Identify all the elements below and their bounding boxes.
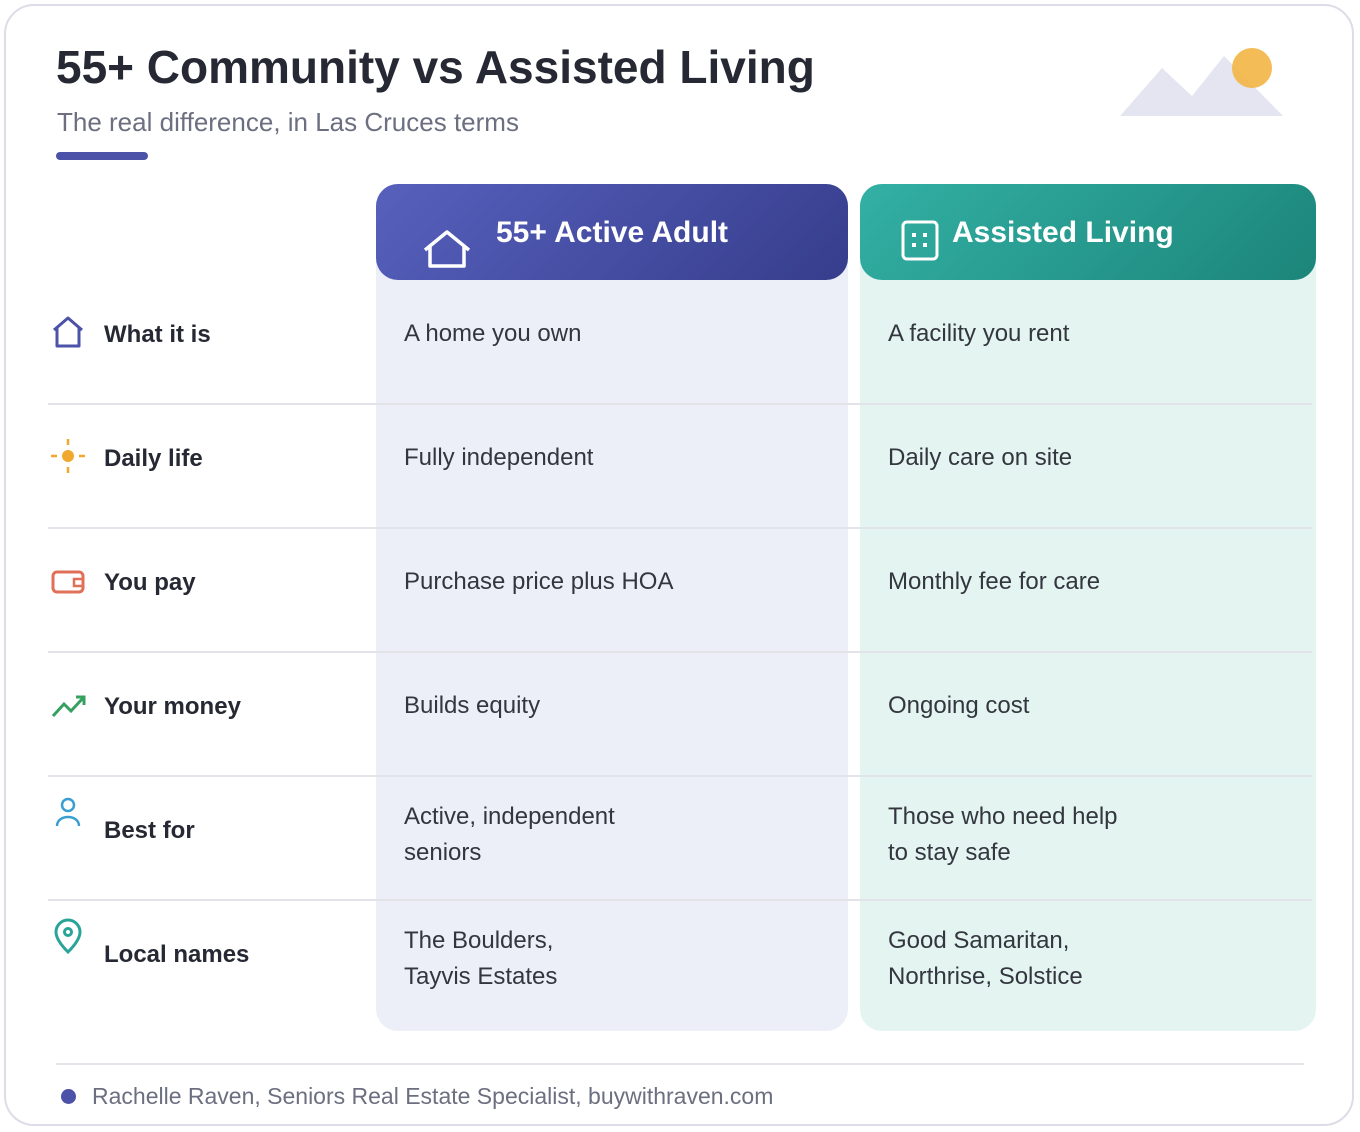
cell-text: Those who need help xyxy=(888,803,1118,830)
decor xyxy=(1120,48,1283,116)
row-separator xyxy=(48,651,1312,653)
cell-text: A facility you rent xyxy=(888,320,1070,347)
cell-text: to stay safe xyxy=(888,839,1011,866)
cell-text: A home you own xyxy=(404,320,582,347)
cell-text: Daily care on site xyxy=(888,444,1073,471)
cell-text: The Boulders, xyxy=(404,927,554,954)
footer: Rachelle Raven, Seniors Real Estate Spec… xyxy=(92,1083,774,1109)
column-title: 55+ Active Adult xyxy=(496,216,729,249)
row-label: What it is xyxy=(104,321,211,348)
cell-text: Ongoing cost xyxy=(888,692,1030,719)
row-label: Daily life xyxy=(104,445,203,472)
column-bg xyxy=(376,184,848,1031)
footer-dot xyxy=(61,1089,76,1104)
cell-text: Purchase price plus HOA xyxy=(404,568,674,595)
cell-text: Monthly fee for care xyxy=(888,568,1101,595)
row-separator xyxy=(48,527,1312,529)
row-separator xyxy=(48,403,1312,405)
cell-text: Tayvis Estates xyxy=(404,963,558,990)
row-label: Best for xyxy=(104,817,195,844)
cell-text: Fully independent xyxy=(404,444,594,471)
subtitle: The real difference, in Las Cruces terms xyxy=(57,107,519,137)
column-title: Assisted Living xyxy=(952,216,1174,249)
row-label: Your money xyxy=(104,693,241,720)
row-label: You pay xyxy=(104,569,196,596)
row-separator xyxy=(48,775,1312,777)
row-icons xyxy=(51,316,86,955)
cell-text: Good Samaritan, xyxy=(888,927,1070,954)
row-separator xyxy=(48,899,1312,901)
column-header: 55+ Active Adult xyxy=(376,184,848,280)
title: 55+ Community vs Assisted Living xyxy=(56,41,815,93)
column-header: Assisted Living xyxy=(860,184,1316,280)
cell-text: Active, independent xyxy=(404,803,615,830)
cell-text: Builds equity xyxy=(404,692,541,719)
row-label: Local names xyxy=(104,941,250,968)
cell-text: seniors xyxy=(404,839,482,866)
icon xyxy=(423,230,471,268)
footer-rule xyxy=(56,1063,1304,1065)
accent-bar xyxy=(56,152,148,160)
cell-text: Northrise, Solstice xyxy=(888,963,1083,990)
icon xyxy=(901,220,939,261)
column-bg xyxy=(860,184,1316,1031)
